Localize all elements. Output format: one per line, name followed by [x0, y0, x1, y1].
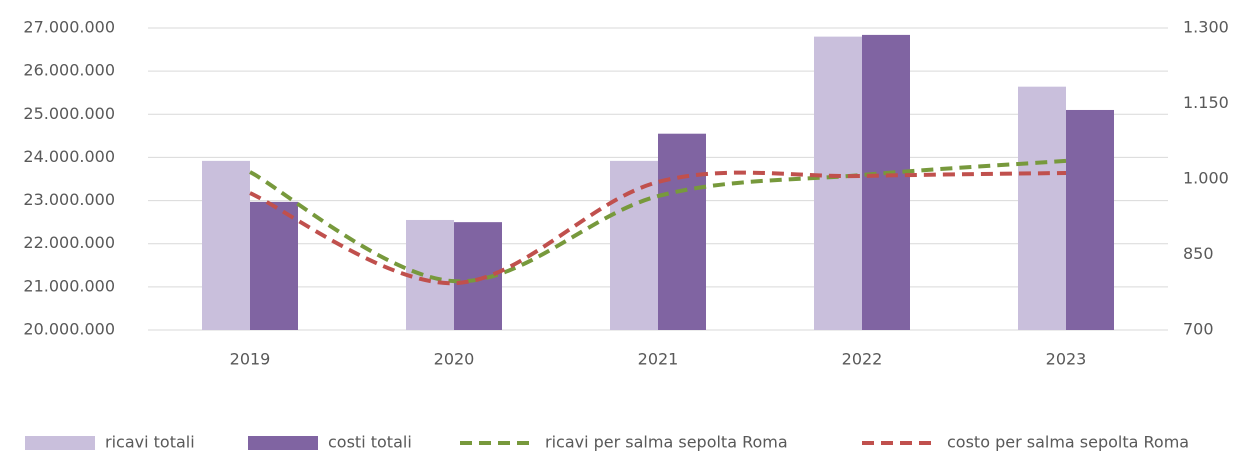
y2-tick-label: 1.300	[1183, 18, 1229, 37]
x-tick-label: 2021	[638, 350, 679, 369]
bar	[250, 201, 298, 330]
bar	[862, 34, 910, 330]
y-tick-label: 20.000.000	[23, 320, 115, 339]
x-tick-label: 2022	[842, 350, 883, 369]
legend-label: costo per salma sepolta Roma	[947, 433, 1189, 452]
legend-label: costi totali	[328, 433, 412, 452]
legend-label: ricavi totali	[105, 433, 195, 452]
y2-tick-label: 1.000	[1183, 169, 1229, 188]
bar	[406, 219, 454, 330]
y-tick-label: 25.000.000	[23, 104, 115, 123]
x-tick-label: 2023	[1046, 350, 1087, 369]
x-tick-label: 2019	[230, 350, 271, 369]
bar	[814, 36, 862, 330]
line	[249, 158, 1067, 284]
x-tick-label: 2020	[434, 350, 475, 369]
y-tick-label: 23.000.000	[23, 190, 115, 209]
y2-tick-label: 850	[1183, 244, 1214, 263]
bar	[658, 133, 706, 330]
legend-label: ricavi per salma sepolta Roma	[545, 433, 788, 452]
y-tick-label: 24.000.000	[23, 147, 115, 166]
y-tick-label: 21.000.000	[23, 276, 115, 295]
bar	[1066, 109, 1114, 330]
line	[249, 170, 1067, 286]
legend-swatch	[25, 436, 95, 450]
y-tick-label: 22.000.000	[23, 233, 115, 252]
y-tick-label: 26.000.000	[23, 61, 115, 80]
y-tick-label: 27.000.000	[23, 18, 115, 37]
y2-tick-label: 700	[1183, 320, 1214, 339]
y2-tick-label: 1.150	[1183, 93, 1229, 112]
bar	[202, 160, 250, 330]
bar	[1018, 86, 1066, 330]
legend-swatch	[248, 436, 318, 450]
bar	[610, 160, 658, 330]
